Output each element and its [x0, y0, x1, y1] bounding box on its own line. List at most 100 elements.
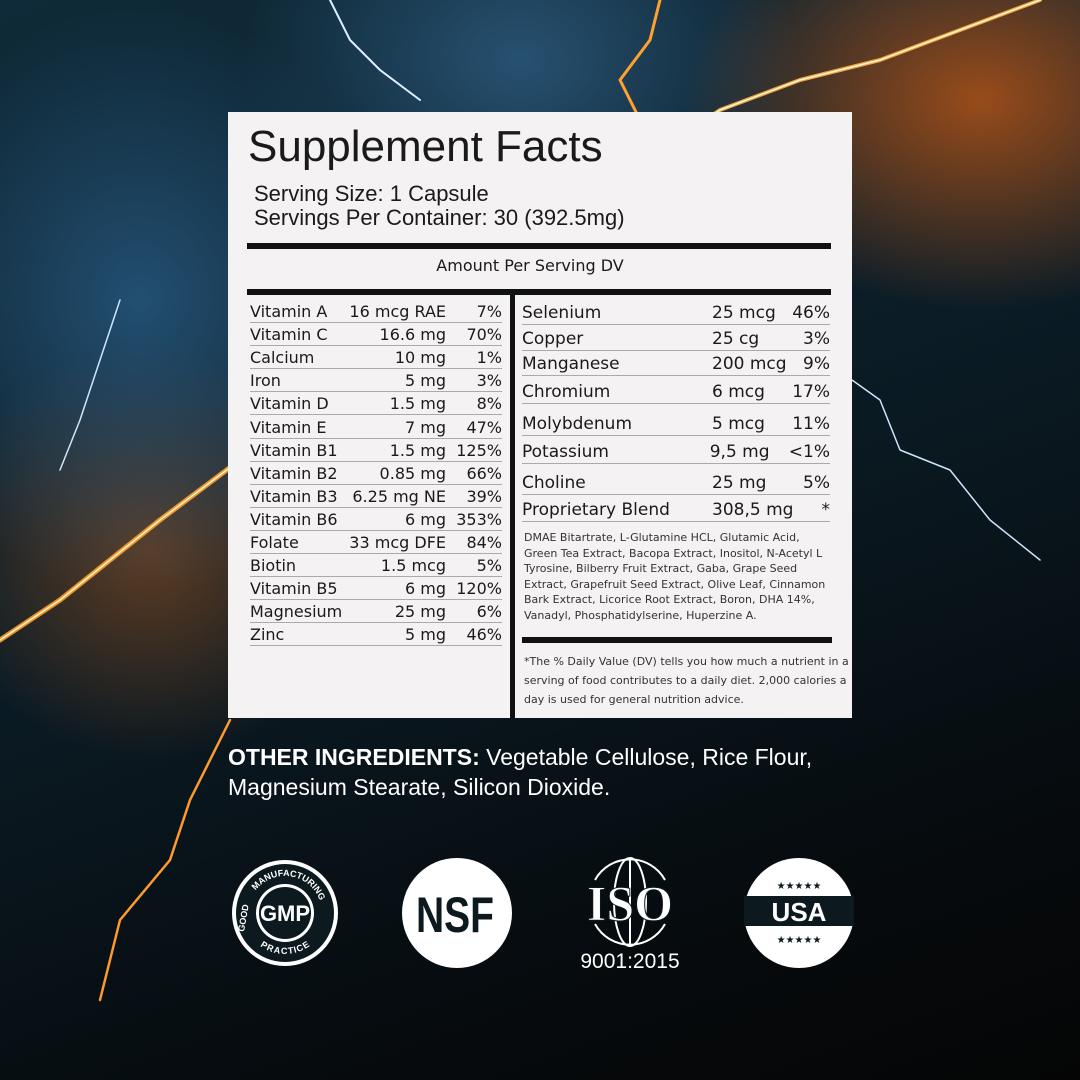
- nutrient-row: Vitamin B5 6 mg 120%: [250, 577, 502, 601]
- nutrient-row: Copper 25 cg 3%: [522, 325, 830, 351]
- svg-text:GMP: GMP: [260, 901, 310, 926]
- nutrient-name: Vitamin D: [250, 394, 329, 414]
- nutrient-name: Potassium: [522, 442, 609, 462]
- nutrient-amount: 10 mg: [394, 348, 446, 368]
- nutrient-dv: 70%: [466, 325, 502, 345]
- nutrient-row: Vitamin D 1.5 mg 8%: [250, 392, 502, 416]
- nutrient-row: Chromium 6 mcg 17%: [522, 376, 830, 404]
- panel-title: Supplement Facts: [248, 122, 603, 171]
- amount-per-serving-header: Amount Per Serving DV: [436, 256, 624, 275]
- nutrient-row: Vitamin B1 1.5 mg 125%: [250, 439, 502, 462]
- iso-badge: ISO 9001:2015: [580, 857, 680, 973]
- nutrient-row: Vitamin B2 0.85 mg 66%: [250, 462, 502, 485]
- serving-info: Serving Size: 1 Capsule Servings Per Con…: [254, 182, 625, 230]
- supplement-facts-panel: Supplement Facts Serving Size: 1 Capsule…: [228, 112, 852, 718]
- nutrient-amount: 6.25 mg NE: [352, 486, 446, 506]
- nutrient-amount: 25 mg: [712, 473, 767, 493]
- nutrient-name: Iron: [250, 371, 281, 391]
- nutrient-dv: 11%: [792, 414, 830, 434]
- nutrient-dv: 17%: [792, 382, 830, 402]
- nutrient-name: Zinc: [250, 625, 285, 645]
- nutrient-row: Vitamin B3 6.25 mg NE 39%: [250, 485, 502, 508]
- nutrient-amount: 9,5 mg: [709, 442, 770, 462]
- nutrient-dv: 6%: [476, 602, 502, 622]
- servings-per-container: Servings Per Container: 30 (392.5mg): [254, 205, 625, 230]
- nutrient-dv: 9%: [803, 354, 830, 374]
- nutrient-row: Calcium 10 mg 1%: [250, 346, 502, 370]
- nutrient-row: Biotin 1.5 mcg 5%: [250, 554, 502, 578]
- nutrient-dv: 3%: [803, 329, 830, 349]
- nutrient-amount: 6 mcg: [712, 382, 765, 402]
- nutrient-row: Magnesium 25 mg 6%: [250, 600, 502, 624]
- nutrient-amount: 1.5 mg: [389, 394, 446, 414]
- nutrient-row: Vitamin E 7 mg 47%: [250, 416, 502, 439]
- nutrient-name: Copper: [522, 329, 584, 349]
- nutrient-dv: 125%: [456, 440, 502, 460]
- nutrient-dv: 66%: [466, 463, 502, 483]
- nutrient-name: Chromium: [522, 382, 611, 402]
- nutrient-dv: 120%: [456, 579, 502, 599]
- nutrient-dv: 84%: [466, 533, 502, 552]
- nutrient-row: Molybdenum 5 mcg 11%: [522, 404, 830, 436]
- nutrient-amount: 5 mg: [404, 625, 446, 645]
- nutrient-amount: 1.5 mg: [389, 440, 446, 460]
- nutrient-amount: 16.6 mg: [379, 325, 446, 345]
- svg-text:★★★★★: ★★★★★: [777, 881, 822, 892]
- nutrient-name: Vitamin B3: [250, 486, 338, 506]
- nutrient-name: Biotin: [250, 556, 297, 576]
- nutrient-name: Calcium: [250, 348, 315, 368]
- nutrient-name: Vitamin B2: [250, 463, 338, 483]
- nutrient-dv: 47%: [466, 417, 502, 437]
- nutrient-name: Magnesium: [250, 602, 343, 622]
- nutrient-dv: 46%: [466, 625, 502, 645]
- nutrient-amount: 308,5 mg: [712, 500, 794, 520]
- svg-text:★★★★★: ★★★★★: [777, 935, 822, 946]
- nutrient-name: Vitamin B6: [250, 509, 338, 529]
- nutrient-dv: 46%: [792, 303, 830, 323]
- nutrient-row: Potassium 9,5 mg <1%: [522, 436, 830, 464]
- nutrient-row: Manganese 200 mcg 9%: [522, 351, 830, 376]
- nutrient-amount: 6 mg: [404, 579, 446, 599]
- nutrient-dv: 8%: [476, 394, 502, 414]
- other-ingredients: OTHER INGREDIENTS: Vegetable Cellulose, …: [228, 742, 848, 802]
- nutrient-amount: 6 mg: [404, 509, 446, 529]
- other-ingredients-text: Vegetable Cellulose, Rice Flour, Magnesi…: [228, 744, 813, 800]
- nutrient-row: Vitamin A 16 mcg RAE 7%: [250, 300, 502, 323]
- nutrient-name: Vitamin B1: [250, 440, 338, 460]
- nutrient-dv: 1%: [476, 348, 502, 368]
- nutrient-dv: 7%: [476, 302, 502, 321]
- nutrient-amount: 25 mcg: [712, 303, 776, 323]
- nutrient-row: Vitamin C 16.6 mg 70%: [250, 323, 502, 347]
- other-ingredients-label: OTHER INGREDIENTS:: [228, 744, 480, 770]
- nutrient-name: Choline: [522, 473, 586, 493]
- nutrient-amount: 5 mcg: [712, 414, 765, 434]
- nutrient-amount: 25 mg: [394, 602, 446, 622]
- nutrient-row: Choline 25 mg 5%: [522, 464, 830, 495]
- nutrient-row: Folate 33 mcg DFE 84%: [250, 531, 502, 554]
- nutrient-name: Proprietary Blend: [522, 500, 670, 520]
- nutrient-name: Vitamin E: [250, 417, 327, 437]
- nutrient-name: Vitamin C: [250, 325, 328, 345]
- divider: [522, 637, 832, 643]
- svg-text:ISO: ISO: [587, 875, 673, 931]
- nutrient-name: Vitamin A: [250, 302, 328, 321]
- nutrient-amount: 33 mcg DFE: [349, 533, 446, 552]
- svg-text:USA: USA: [772, 897, 827, 927]
- nutrient-name: Molybdenum: [522, 414, 633, 434]
- column-divider: [510, 292, 515, 718]
- nutrient-row: Zinc 5 mg 46%: [250, 623, 502, 647]
- nutrient-amount: 0.85 mg: [379, 463, 446, 483]
- nutrient-dv: 39%: [466, 486, 502, 506]
- nutrient-row: Proprietary Blend 308,5 mg *: [522, 495, 830, 522]
- nutrient-amount: 16 mcg RAE: [349, 302, 446, 321]
- divider: [247, 243, 831, 249]
- nutrient-row: Selenium 25 mcg 46%: [522, 298, 830, 325]
- nutrient-dv: 5%: [803, 473, 830, 493]
- proprietary-blend-ingredients: DMAE Bitartrate, L-Glutamine HCL, Glutam…: [524, 531, 826, 622]
- nutrient-name: Selenium: [522, 303, 602, 323]
- svg-text:9001:2015: 9001:2015: [580, 950, 679, 973]
- nutrient-amount: 1.5 mcg: [380, 556, 446, 576]
- nutrient-amount: 200 mcg: [712, 354, 787, 374]
- divider: [247, 289, 831, 295]
- nutrient-name: Vitamin B5: [250, 579, 338, 599]
